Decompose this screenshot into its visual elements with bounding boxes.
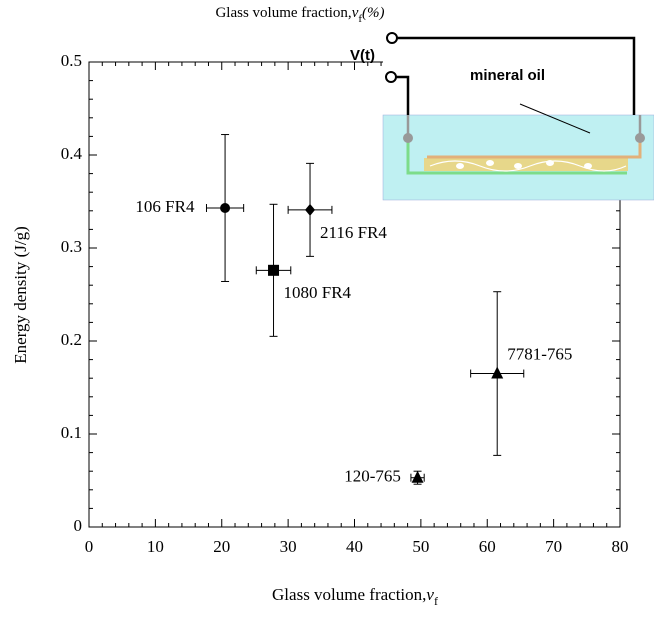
marker [220, 203, 231, 214]
title-text: Glass volume fraction, [215, 5, 351, 21]
y-tick-label: 0.5 [61, 51, 82, 70]
point-label: 106 FR4 [135, 197, 195, 216]
oil-label: mineral oil [470, 67, 545, 84]
chart-title: Glass volume fraction,vf(%) [215, 5, 384, 24]
contact [403, 133, 413, 143]
electrode [406, 138, 627, 175]
y-tick-label: 0.3 [61, 237, 82, 256]
marks: 0 10 20 30 40 50 60 70 80 0 0.1 0.2 0.3 0.4 0.5 106 FR4… [61, 51, 629, 556]
x-label-text: Glass volume fraction, [272, 585, 426, 604]
wire [397, 36, 636, 115]
title-var: v [352, 5, 359, 21]
x-label-var: v [426, 585, 434, 604]
x-tick-label: 0 [85, 537, 94, 556]
point-label: 7781-765 [507, 344, 572, 363]
wire [396, 75, 410, 115]
electrode [427, 138, 642, 159]
x-tick-label: 40 [346, 537, 363, 556]
x-tick-label: 60 [479, 537, 496, 556]
fiber [486, 160, 494, 166]
point-label: 2116 FR4 [320, 223, 387, 242]
fiber [429, 160, 627, 172]
marker [491, 366, 504, 379]
title-unit: (%) [362, 5, 385, 21]
y-tick-label: 0.2 [61, 330, 82, 349]
fiber [584, 163, 592, 169]
point-label: 120-765 [344, 467, 401, 486]
x-label-sub: f [434, 594, 438, 608]
terminal [385, 71, 397, 83]
fiber [456, 163, 464, 169]
x-tick-label: 80 [612, 537, 629, 556]
x-tick-label: 10 [147, 537, 164, 556]
point-label: 1080 FR4 [284, 283, 352, 302]
marker [305, 203, 316, 216]
inset: V(t) mineral oil [350, 28, 654, 201]
x-tick-label: 30 [280, 537, 297, 556]
fiber [546, 160, 554, 166]
pointer [519, 103, 591, 134]
x-axis-label: Glass volume fraction,vf [272, 585, 438, 608]
contact [635, 133, 645, 143]
y-tick-label: 0 [74, 516, 83, 535]
laminate [424, 158, 628, 171]
marker [411, 470, 424, 483]
source-label: V(t) [350, 47, 375, 64]
terminal [386, 32, 398, 44]
x-tick-label: 70 [545, 537, 562, 556]
y-tick-label: 0.4 [61, 144, 83, 163]
y-axis-label: Energy density (J/g) [11, 226, 30, 364]
marker [268, 264, 280, 276]
fiber [514, 163, 522, 169]
title-sub: f [358, 13, 362, 25]
y-tick-label: 0.1 [61, 423, 82, 442]
x-tick-label: 50 [412, 537, 429, 556]
x-tick-label: 20 [213, 537, 230, 556]
